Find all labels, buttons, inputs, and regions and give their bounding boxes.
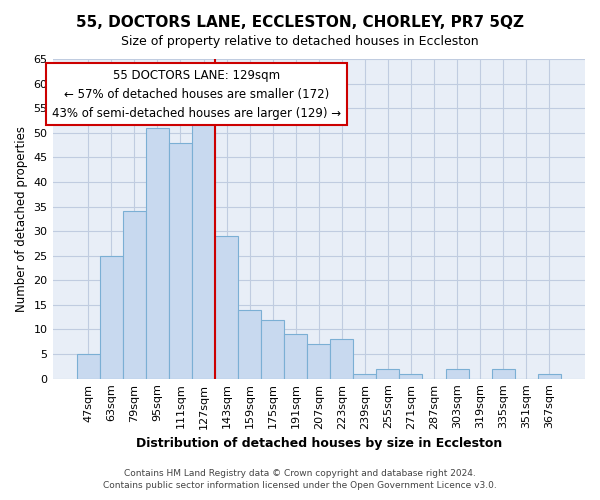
Bar	[238, 310, 261, 378]
Bar	[146, 128, 169, 378]
Bar	[169, 142, 192, 378]
Text: 55, DOCTORS LANE, ECCLESTON, CHORLEY, PR7 5QZ: 55, DOCTORS LANE, ECCLESTON, CHORLEY, PR…	[76, 15, 524, 30]
Bar	[284, 334, 307, 378]
X-axis label: Distribution of detached houses by size in Eccleston: Distribution of detached houses by size …	[136, 437, 502, 450]
Bar	[192, 118, 215, 378]
Y-axis label: Number of detached properties: Number of detached properties	[15, 126, 28, 312]
Bar	[400, 374, 422, 378]
Bar	[261, 320, 284, 378]
Text: 55 DOCTORS LANE: 129sqm
← 57% of detached houses are smaller (172)
43% of semi-d: 55 DOCTORS LANE: 129sqm ← 57% of detache…	[52, 68, 341, 120]
Bar	[491, 369, 515, 378]
Bar	[215, 236, 238, 378]
Bar	[446, 369, 469, 378]
Bar	[330, 340, 353, 378]
Bar	[123, 212, 146, 378]
Bar	[100, 256, 123, 378]
Bar	[376, 369, 400, 378]
Bar	[77, 354, 100, 378]
Text: Size of property relative to detached houses in Eccleston: Size of property relative to detached ho…	[121, 35, 479, 48]
Bar	[538, 374, 561, 378]
Text: Contains HM Land Registry data © Crown copyright and database right 2024.
Contai: Contains HM Land Registry data © Crown c…	[103, 468, 497, 490]
Bar	[307, 344, 330, 378]
Bar	[353, 374, 376, 378]
